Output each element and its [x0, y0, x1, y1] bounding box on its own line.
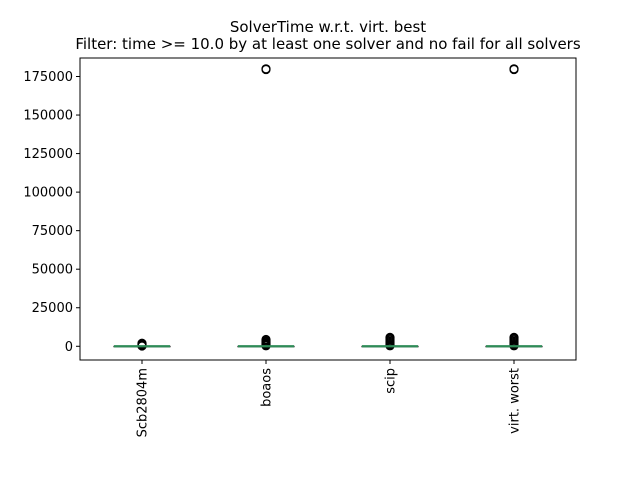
x-tick-label: boaos	[260, 368, 275, 407]
y-tick-label: 25000	[32, 301, 73, 316]
plot-area	[113, 64, 543, 351]
y-axis: 0 25000 50000 75000 100000 125000 150000 175000	[23, 70, 80, 355]
box-group	[113, 338, 171, 351]
box-group	[237, 64, 295, 351]
chart-title: SolverTime w.r.t. virt. best	[230, 18, 426, 36]
x-tick-label: scip	[384, 368, 399, 394]
y-tick-label: 50000	[32, 263, 73, 278]
y-tick-label: 75000	[32, 224, 73, 239]
x-axis: Scb2804m boaos scip virt. worst	[136, 360, 523, 437]
y-tick-label: 175000	[23, 70, 73, 85]
box-group	[361, 332, 419, 351]
box-group	[485, 64, 543, 351]
outlier-point	[261, 334, 271, 345]
outlier-point	[261, 64, 271, 74]
y-tick-label: 125000	[23, 147, 73, 162]
x-tick-label: Scb2804m	[136, 368, 151, 437]
axes-frame	[79, 57, 577, 361]
y-tick-label: 0	[65, 340, 73, 355]
outlier-point	[509, 332, 519, 342]
outlier-point	[509, 64, 519, 74]
x-tick-label: virt. worst	[508, 368, 523, 434]
chart-subtitle: Filter: time >= 10.0 by at least one sol…	[75, 35, 581, 53]
y-tick-label: 100000	[23, 186, 73, 201]
outlier-point	[385, 332, 395, 342]
y-tick-label: 150000	[23, 109, 73, 124]
